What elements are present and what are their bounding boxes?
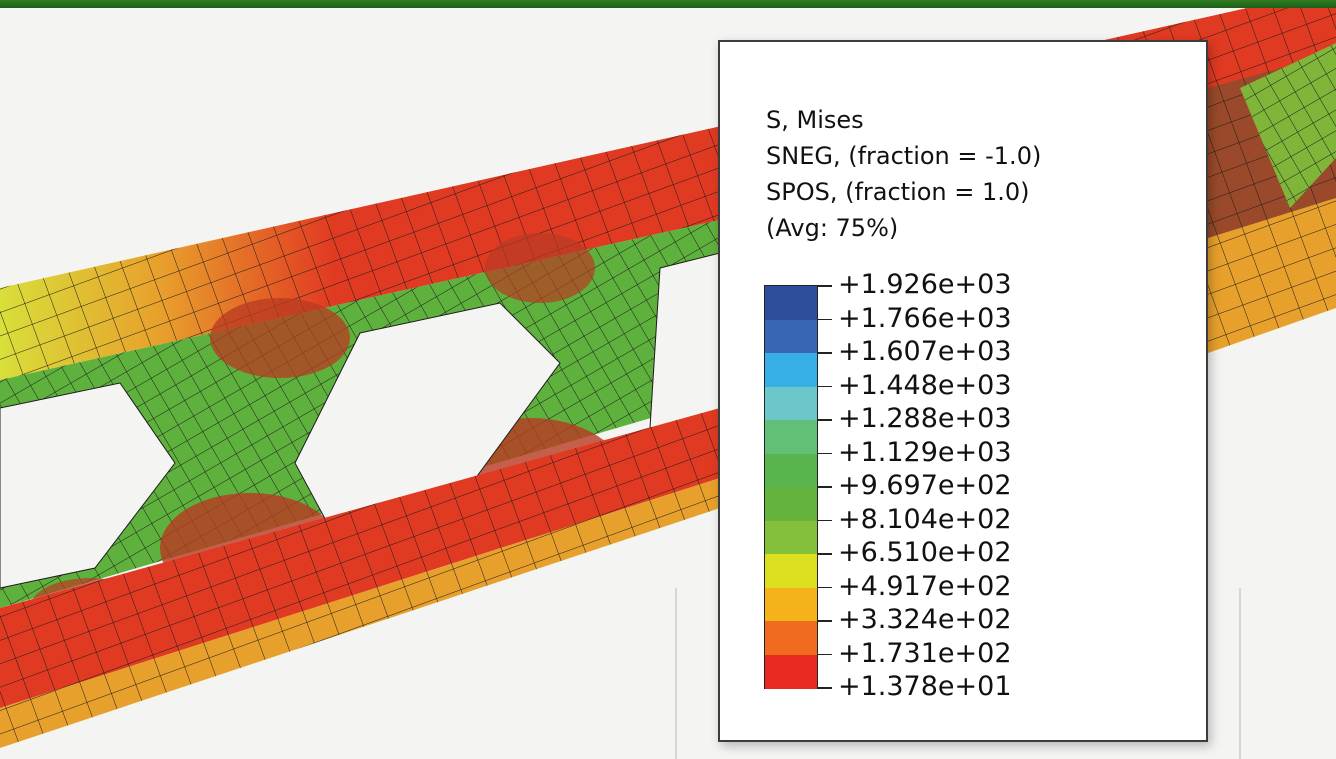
color-band xyxy=(765,554,817,588)
color-band xyxy=(765,319,817,354)
legend-value: +9.697e+02 xyxy=(838,470,1012,501)
color-band xyxy=(765,286,817,320)
color-band xyxy=(765,453,817,488)
legend-spos: SPOS, (fraction = 1.0) xyxy=(766,178,1030,206)
legend-sneg: SNEG, (fraction = -1.0) xyxy=(766,142,1042,170)
color-band xyxy=(765,420,817,454)
color-band xyxy=(765,353,817,387)
legend-value: +8.104e+02 xyxy=(838,503,1012,535)
legend-tick xyxy=(818,452,832,454)
stress-legend: S, Mises SNEG, (fraction = -1.0) SPOS, (… xyxy=(718,40,1208,742)
legend-value: +1.378e+01 xyxy=(838,671,1012,702)
legend-value: +1.766e+03 xyxy=(838,302,1012,334)
legend-value: +1.448e+03 xyxy=(838,369,1012,401)
color-scale-bar xyxy=(764,285,818,689)
legend-tick xyxy=(818,553,832,555)
color-band xyxy=(765,621,817,655)
right-beam-segment xyxy=(1208,43,1336,353)
legend-tick xyxy=(818,486,832,488)
legend-tick xyxy=(818,620,832,622)
legend-value: +6.510e+02 xyxy=(838,537,1012,568)
legend-value: +1.926e+03 xyxy=(838,269,1012,300)
legend-tick xyxy=(818,653,832,655)
legend-value: +1.288e+03 xyxy=(838,403,1012,434)
bottom-flange xyxy=(0,408,720,748)
hex-openings xyxy=(0,252,721,589)
legend-value: +1.731e+02 xyxy=(838,637,1012,669)
legend-tick xyxy=(818,385,832,387)
legend-tick xyxy=(818,519,832,521)
color-band xyxy=(765,520,817,555)
legend-tick xyxy=(818,586,832,588)
color-band xyxy=(765,654,817,689)
legend-tick xyxy=(818,352,832,354)
legend-value: +1.607e+03 xyxy=(838,336,1012,367)
color-band xyxy=(765,587,817,622)
legend-value: +4.917e+02 xyxy=(838,570,1012,602)
legend-title: S, Mises xyxy=(766,106,864,134)
top-bar xyxy=(0,0,1336,8)
color-band xyxy=(765,386,817,421)
legend-tick xyxy=(818,687,832,689)
color-band xyxy=(765,487,817,521)
legend-tick xyxy=(818,318,832,320)
legend-tick xyxy=(818,419,832,421)
legend-value: +3.324e+02 xyxy=(838,604,1012,635)
legend-avg: (Avg: 75%) xyxy=(766,214,899,242)
legend-tick xyxy=(818,285,832,287)
legend-value: +1.129e+03 xyxy=(838,436,1012,468)
